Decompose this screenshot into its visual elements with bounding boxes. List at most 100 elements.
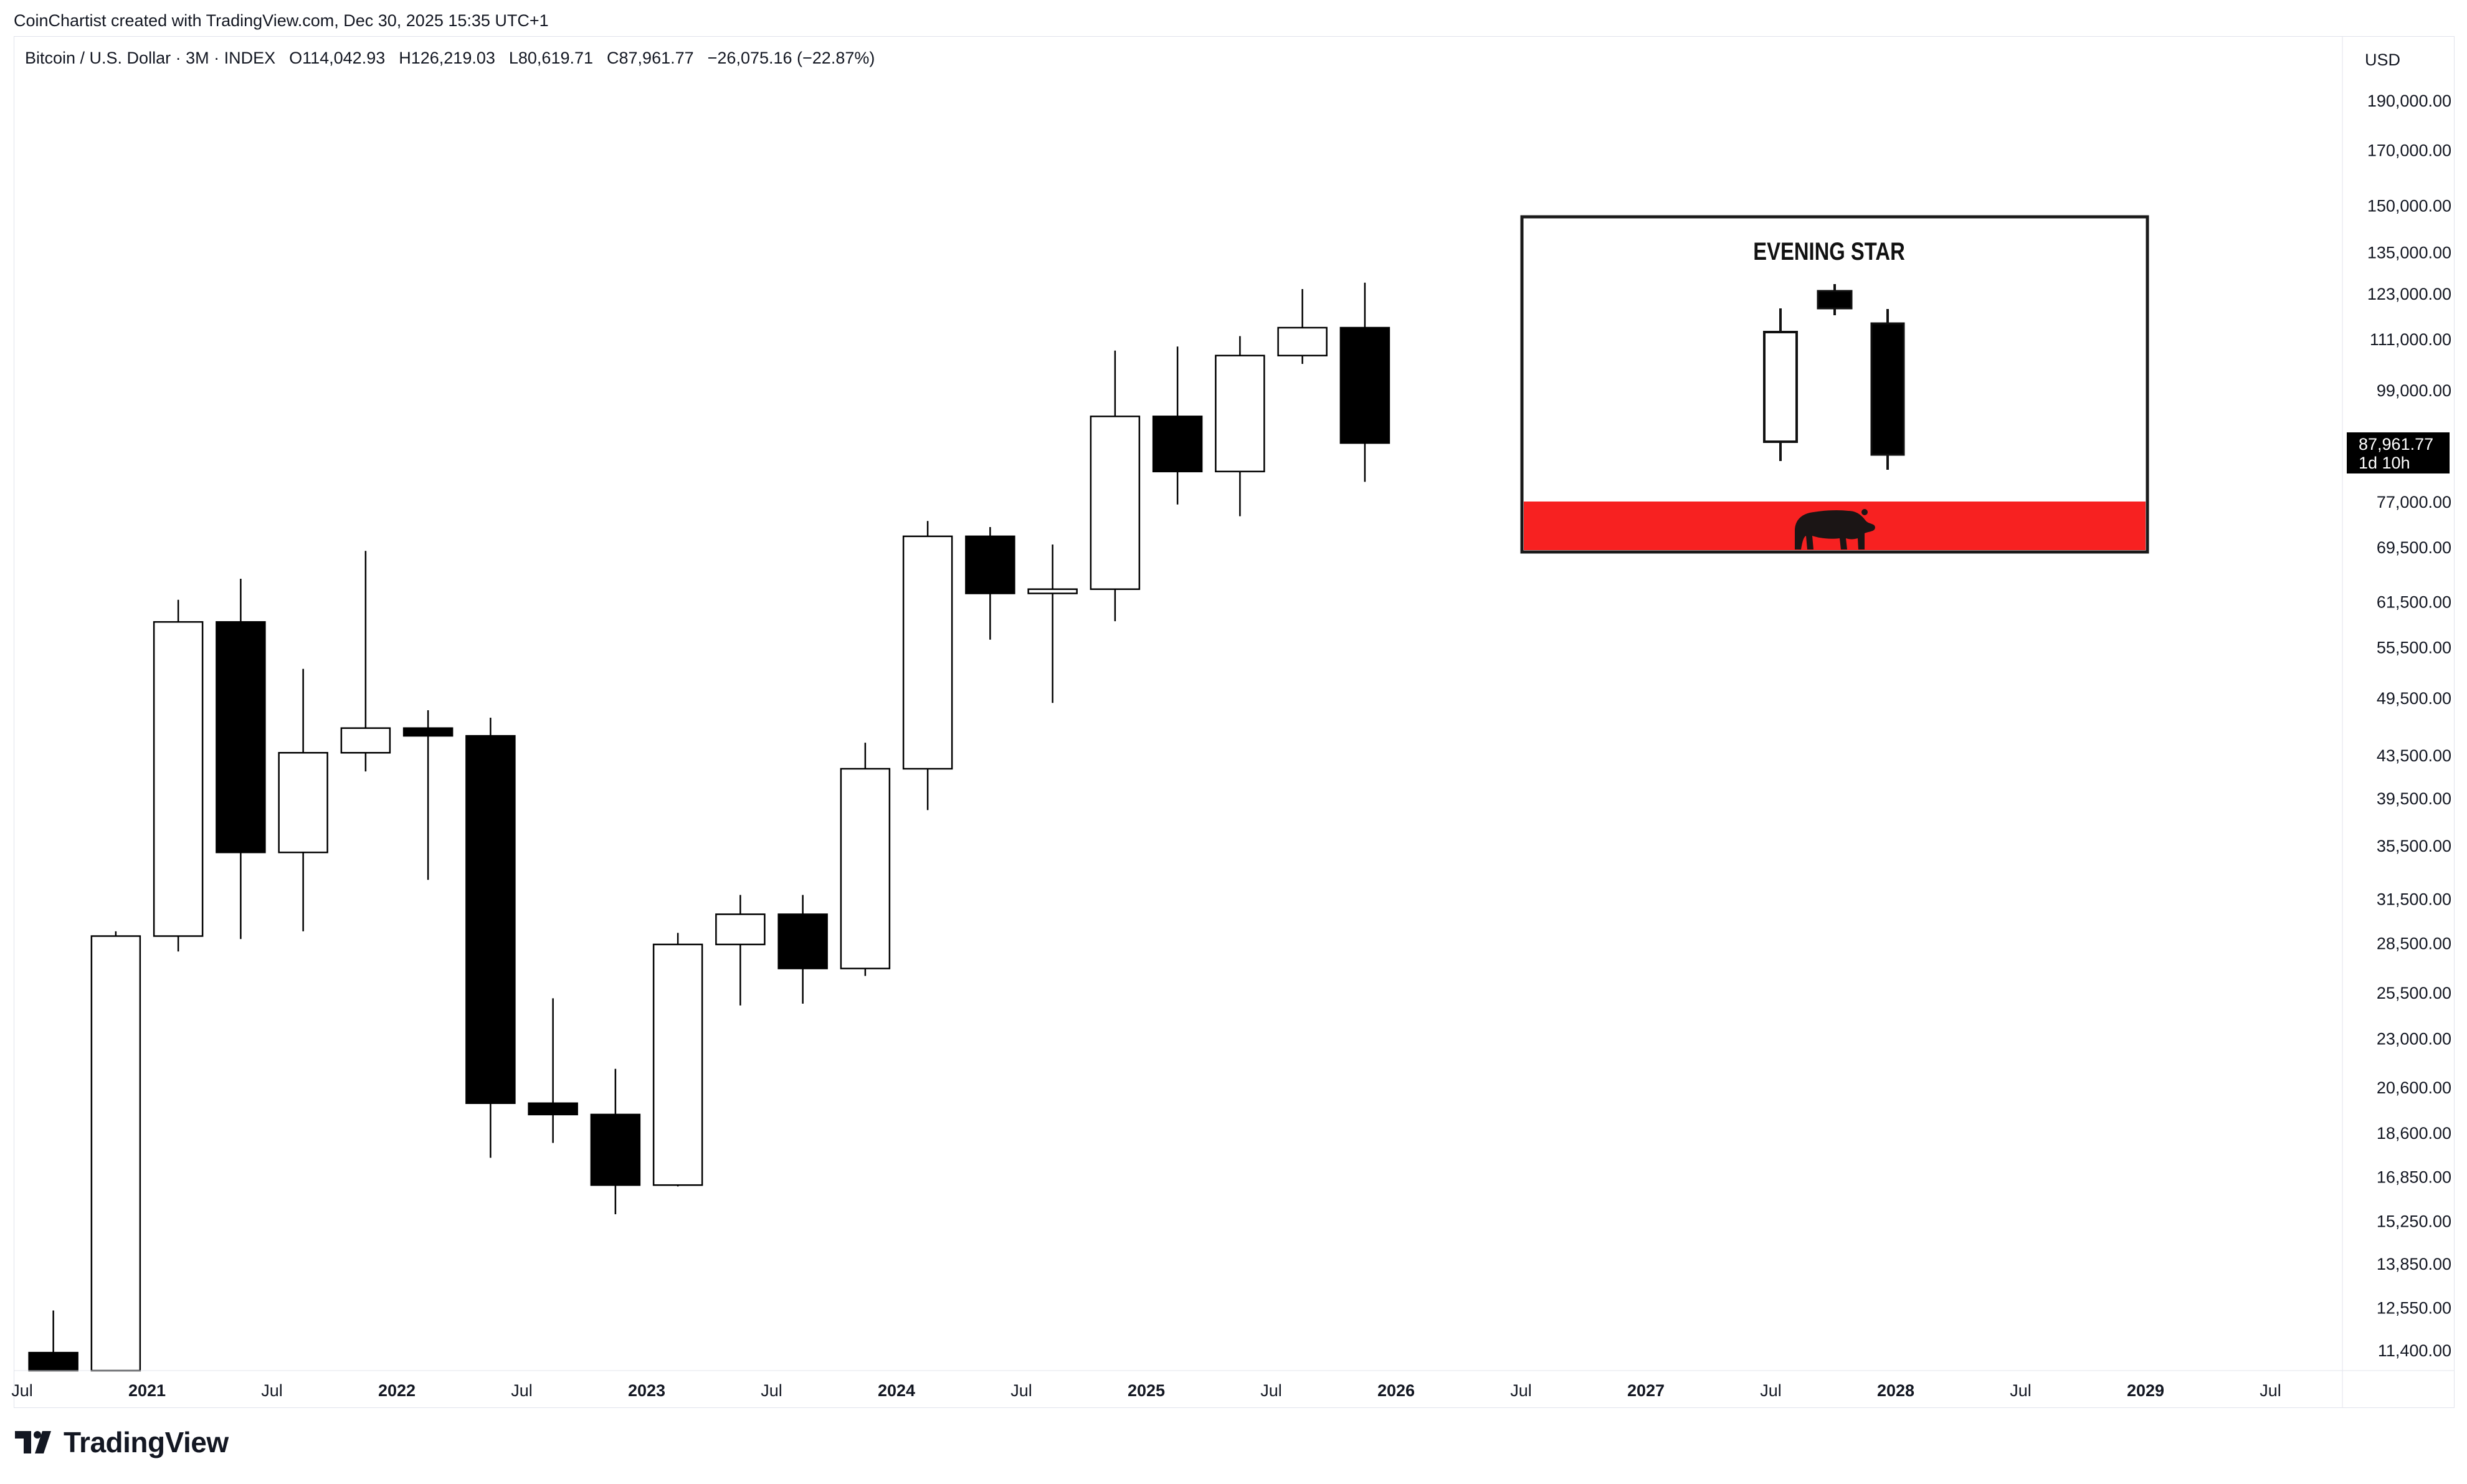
price-tick-label: 25,500.00 xyxy=(2377,984,2451,1002)
price-tick-label: 18,600.00 xyxy=(2377,1124,2451,1143)
candle-body xyxy=(1090,416,1141,590)
time-tick-label: 2029 xyxy=(2127,1381,2164,1400)
tradingview-logo-icon xyxy=(15,1431,51,1453)
candle-body xyxy=(465,735,516,1105)
price-tick-label: 135,000.00 xyxy=(2367,244,2451,262)
time-tick-label: 2027 xyxy=(1627,1381,1665,1400)
candle-body xyxy=(28,1351,78,1372)
last-price-marker: 87,961.77 1d 10h xyxy=(2347,432,2450,473)
price-tick-label: 35,500.00 xyxy=(2377,837,2451,855)
mini-candle-2 xyxy=(1817,290,1853,310)
price-tick-label: 55,500.00 xyxy=(2377,638,2451,657)
time-tick-label: Jul xyxy=(511,1381,533,1400)
candle[interactable] xyxy=(1027,544,1078,703)
candle[interactable] xyxy=(465,717,516,1158)
candle[interactable] xyxy=(278,668,328,931)
candle-body xyxy=(153,621,204,937)
candle[interactable] xyxy=(1090,350,1141,622)
legend-change: −26,075.16 (−22.87%) xyxy=(707,49,875,67)
price-tick-label: 43,500.00 xyxy=(2377,746,2451,765)
chart-frame xyxy=(14,36,2455,1408)
attribution-text: CoinChartist created with TradingView.co… xyxy=(14,11,549,30)
candle[interactable] xyxy=(340,551,391,772)
candle[interactable] xyxy=(652,933,703,1187)
price-tick-label: 23,000.00 xyxy=(2377,1030,2451,1049)
price-tick-label: 49,500.00 xyxy=(2377,689,2451,708)
time-tick-label: Jul xyxy=(1260,1381,1282,1400)
candle-body xyxy=(1339,326,1390,444)
time-tick-label: Jul xyxy=(761,1381,782,1400)
candle[interactable] xyxy=(840,743,891,976)
evening-star-annotation[interactable]: EVENING STAR xyxy=(1520,215,2149,554)
legend-low: L80,619.71 xyxy=(508,49,594,67)
candle-body xyxy=(528,1102,578,1116)
candle[interactable] xyxy=(777,895,828,1004)
tradingview-logo-text: TradingView xyxy=(64,1426,229,1458)
candle-body xyxy=(840,768,891,969)
price-tick-label: 20,600.00 xyxy=(2377,1078,2451,1097)
candle[interactable] xyxy=(1277,288,1328,364)
candle-body xyxy=(1027,588,1078,594)
price-tick-label: 16,850.00 xyxy=(2377,1168,2451,1186)
time-tick-label: 2023 xyxy=(628,1381,665,1400)
candle[interactable] xyxy=(528,998,578,1143)
legend-high: H126,219.03 xyxy=(399,49,495,67)
candle[interactable] xyxy=(1152,346,1203,505)
candle-body xyxy=(715,913,766,946)
candle-body xyxy=(1152,416,1203,473)
legend-symbol: Bitcoin / U.S. Dollar · 3M · INDEX xyxy=(25,49,276,67)
price-tick-label: 69,500.00 xyxy=(2377,538,2451,557)
price-tick-label: 13,850.00 xyxy=(2377,1255,2451,1273)
candle-body xyxy=(90,935,141,1372)
candle-body xyxy=(902,535,953,770)
candles-layer xyxy=(28,282,1390,1372)
price-tick-label: 111,000.00 xyxy=(2370,330,2451,349)
candle[interactable] xyxy=(90,931,141,1372)
candle[interactable] xyxy=(902,521,953,811)
time-tick-label: 2025 xyxy=(1128,1381,1165,1400)
candle-countdown: 1d 10h xyxy=(2359,454,2410,472)
tradingview-logo[interactable]: TradingView xyxy=(15,1425,229,1459)
price-tick-label: 12,550.00 xyxy=(2377,1298,2451,1317)
legend-close: C87,961.77 xyxy=(607,49,694,67)
price-tick-label: 77,000.00 xyxy=(2377,493,2451,511)
time-tick-label: Jul xyxy=(2260,1381,2281,1400)
price-tick-label: 28,500.00 xyxy=(2377,935,2451,953)
time-tick-label: Jul xyxy=(1010,1381,1032,1400)
price-tick-label: 170,000.00 xyxy=(2367,141,2451,159)
time-tick-label: Jul xyxy=(1760,1381,1782,1400)
candle-body xyxy=(652,943,703,1186)
candle-body xyxy=(777,913,828,969)
price-tick-label: 39,500.00 xyxy=(2377,789,2451,808)
candle[interactable] xyxy=(216,579,266,939)
candle[interactable] xyxy=(590,1068,641,1214)
time-tick-label: 2026 xyxy=(1377,1381,1415,1400)
candle[interactable] xyxy=(153,599,204,952)
mini-candle-1 xyxy=(1763,331,1798,443)
price-axis: 190,000.00 170,000.00 150,000.00 135,000.00… xyxy=(2367,92,2451,1360)
candle[interactable] xyxy=(402,710,454,880)
last-price-label: 87,961.77 xyxy=(2359,435,2433,454)
mini-candle-3 xyxy=(1870,322,1905,456)
candle[interactable] xyxy=(28,1310,78,1372)
candle-body xyxy=(402,727,454,737)
price-tick-label: 123,000.00 xyxy=(2367,285,2451,303)
candle-body xyxy=(340,727,391,754)
price-tick-label: 61,500.00 xyxy=(2377,592,2451,611)
candle-body xyxy=(278,752,328,854)
price-tick-label: 190,000.00 xyxy=(2367,92,2451,110)
price-tick-label: 15,250.00 xyxy=(2377,1212,2451,1231)
legend-open: O114,042.93 xyxy=(289,49,386,67)
time-tick-label: 2021 xyxy=(128,1381,166,1400)
time-tick-label: 2028 xyxy=(1877,1381,1914,1400)
bear-icon xyxy=(1795,509,1875,549)
candle[interactable] xyxy=(965,526,1015,640)
candle[interactable] xyxy=(1339,282,1390,482)
currency-label[interactable]: USD xyxy=(2365,50,2400,69)
candle[interactable] xyxy=(1215,336,1265,516)
annotation-title: EVENING STAR xyxy=(1753,237,1905,265)
candle[interactable] xyxy=(715,895,766,1006)
time-tick-label: Jul xyxy=(11,1381,33,1400)
time-axis: Jul 2021 Jul 2022 Jul 2023 Jul 2024 Jul 2025 Jul 20… xyxy=(11,1381,2281,1400)
